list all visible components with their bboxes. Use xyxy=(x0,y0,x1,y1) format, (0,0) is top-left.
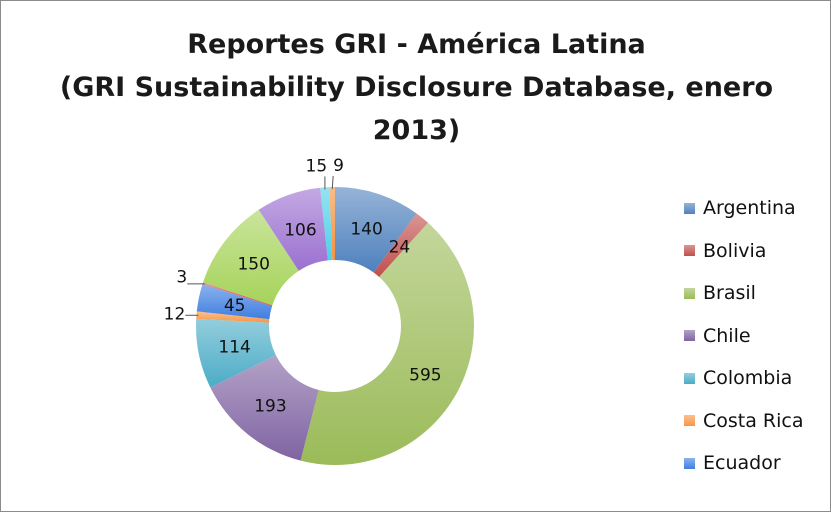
data-label: 595 xyxy=(409,365,441,385)
data-label: 140 xyxy=(350,219,382,239)
data-label: 45 xyxy=(224,296,246,316)
legend-item: Argentina xyxy=(684,187,804,230)
data-label: 114 xyxy=(218,338,250,358)
donut-slice xyxy=(196,318,276,388)
legend-label: Bolivia xyxy=(703,239,767,262)
legend-label: Ecuador xyxy=(703,452,781,475)
legend-swatch xyxy=(684,287,695,299)
data-label: 106 xyxy=(284,221,316,241)
donut-slice xyxy=(329,187,335,261)
donut-slice xyxy=(373,213,428,277)
legend-label: Colombia xyxy=(703,367,793,390)
legend: Argentina Bolivia Brasil Chile Colombia Costa… xyxy=(684,187,804,485)
legend-swatch xyxy=(684,415,695,427)
legend-label: Brasil xyxy=(703,282,756,305)
donut-slice xyxy=(202,282,273,307)
donut-slice xyxy=(320,187,333,261)
legend-item: Ecuador xyxy=(684,442,804,485)
donut-slice xyxy=(196,284,273,320)
data-label: 24 xyxy=(389,237,411,257)
legend-item: Brasil xyxy=(684,272,804,315)
legend-label: Argentina xyxy=(703,197,796,220)
legend-item: Bolivia xyxy=(684,230,804,273)
legend-swatch xyxy=(684,372,695,384)
legend-item: Costa Rica xyxy=(684,400,804,443)
legend-swatch xyxy=(684,457,695,469)
donut-slice xyxy=(196,311,270,323)
data-label: 193 xyxy=(254,397,286,417)
legend-label: Costa Rica xyxy=(703,409,804,432)
legend-swatch xyxy=(684,202,695,214)
donut-slice xyxy=(335,187,417,273)
data-label: 15 xyxy=(306,156,328,176)
donut-slice xyxy=(300,222,474,465)
data-label: 150 xyxy=(237,255,269,275)
chart-title: Reportes GRI - América Latina (GRI Susta… xyxy=(1,23,830,152)
data-label: 9 xyxy=(333,156,344,176)
legend-swatch xyxy=(684,245,695,257)
donut-slice xyxy=(203,209,299,306)
legend-label: Chile xyxy=(703,324,751,347)
legend-item: Chile xyxy=(684,315,804,358)
title-line-3: 2013) xyxy=(372,115,461,146)
donut-slice xyxy=(258,187,328,271)
data-label: 3 xyxy=(176,267,187,287)
data-label: 12 xyxy=(164,304,186,324)
legend-item: Colombia xyxy=(684,357,804,400)
title-line-1: Reportes GRI - América Latina xyxy=(187,29,646,60)
legend-swatch xyxy=(684,330,695,342)
donut-slice xyxy=(210,355,319,461)
leader-line xyxy=(331,175,334,190)
title-line-2: (GRI Sustainability Disclosure Database,… xyxy=(59,72,774,103)
